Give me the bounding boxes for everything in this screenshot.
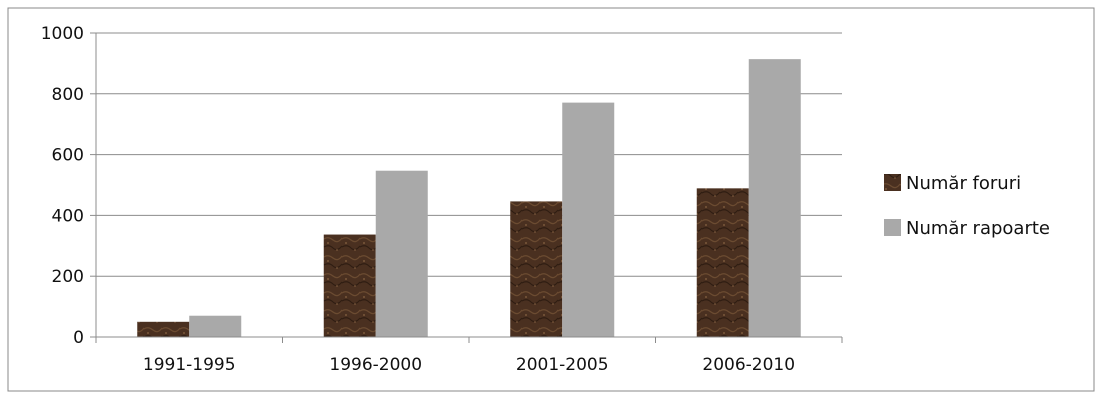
tick-labels: 0 200 400 600 800 1000 1991-1995 1996-2000 2001-… xyxy=(41,24,795,375)
legend-swatch-numar-rapoarte xyxy=(884,219,901,236)
y-tick-label: 1000 xyxy=(41,24,84,44)
y-tick-label: 800 xyxy=(52,85,84,105)
axes xyxy=(90,32,843,343)
y-tick-label: 400 xyxy=(52,206,84,226)
legend-swatch-numar-foruri xyxy=(884,174,901,191)
y-tick-label: 200 xyxy=(52,267,84,287)
bar-numar-foruri-1991-1995 xyxy=(137,321,190,337)
x-tick-label: 2001-2005 xyxy=(516,355,609,375)
legend-label-numar-foruri: Număr foruri xyxy=(906,173,1021,194)
x-tick-label: 2006-2010 xyxy=(702,355,795,375)
x-tick-label: 1996-2000 xyxy=(329,355,422,375)
legend-label-numar-rapoarte: Număr rapoarte xyxy=(906,218,1050,239)
x-tick-label: 1991-1995 xyxy=(143,355,236,375)
bar-numar-rapoarte-1991-1995 xyxy=(189,315,242,337)
y-tick-label: 0 xyxy=(73,328,84,348)
y-tick-label: 600 xyxy=(52,146,84,166)
bar-numar-foruri-2006-2010 xyxy=(696,188,749,337)
legend: Număr foruri Număr rapoarte xyxy=(884,173,1050,239)
bar-numar-rapoarte-2006-2010 xyxy=(748,59,801,337)
bars xyxy=(137,59,801,337)
bar-numar-rapoarte-1996-2000 xyxy=(375,170,428,337)
bar-numar-rapoarte-2001-2005 xyxy=(562,102,615,337)
bar-numar-foruri-2001-2005 xyxy=(510,201,563,337)
bar-numar-foruri-1996-2000 xyxy=(323,234,376,337)
